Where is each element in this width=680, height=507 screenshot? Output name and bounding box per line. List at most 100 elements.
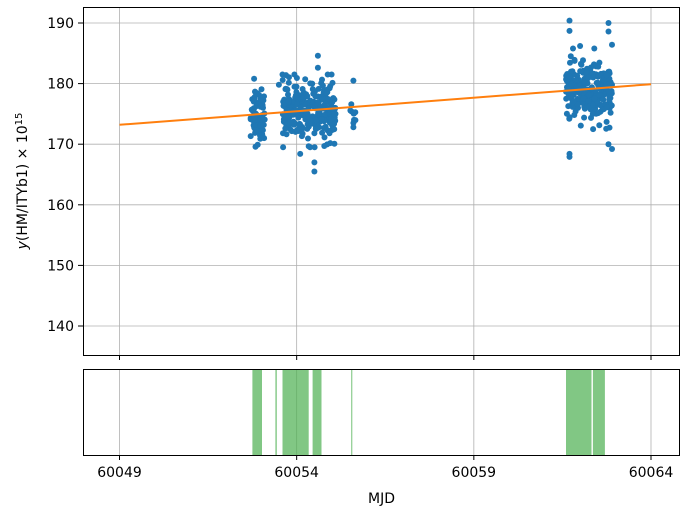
main-panel: 140 150 160 170 180 190 y(HM/ITYb1) × 1015 [14, 7, 680, 360]
data-point [305, 135, 311, 142]
data-point [571, 56, 578, 63]
data-point [305, 114, 311, 120]
data-point [319, 129, 326, 136]
coverage-span [566, 369, 592, 455]
coverage-span [592, 369, 605, 455]
data-point [311, 168, 318, 175]
data-point [566, 73, 573, 80]
data-point [588, 64, 595, 71]
coverage-span [312, 369, 322, 455]
data-point [585, 74, 592, 81]
data-point [331, 126, 338, 133]
data-point [581, 78, 588, 85]
data-point [609, 41, 615, 48]
data-point [609, 146, 615, 152]
data-point [605, 88, 612, 95]
y-tick-label: 170 [47, 137, 74, 153]
data-point [596, 91, 603, 98]
data-point [591, 45, 598, 52]
data-point [605, 141, 612, 148]
coverage-x-ticks: 60049 60054 60059 60064 [97, 455, 673, 481]
data-point [605, 28, 612, 35]
data-point [297, 150, 304, 157]
data-point [257, 103, 264, 110]
data-point [318, 116, 325, 123]
data-point [314, 52, 321, 59]
coverage-panel: 60049 60054 60059 60064 MJD [83, 369, 680, 507]
data-point [285, 79, 292, 86]
main-grid [83, 7, 680, 355]
data-point [590, 126, 597, 133]
data-point [570, 45, 576, 52]
main-x-ticks [119, 355, 652, 360]
data-point [321, 134, 328, 141]
y-tick-label: 180 [47, 77, 74, 93]
data-point [287, 119, 294, 126]
data-point [590, 101, 596, 108]
data-point [304, 125, 311, 132]
data-point [293, 83, 300, 90]
data-point [590, 74, 597, 81]
data-point [603, 104, 610, 111]
data-point [260, 121, 267, 128]
data-point [251, 75, 258, 82]
data-point [251, 96, 258, 103]
data-point [605, 20, 612, 26]
data-point [256, 91, 262, 98]
data-point [566, 115, 573, 122]
data-point [311, 144, 318, 151]
coverage-span [351, 369, 353, 455]
data-point [257, 116, 264, 123]
data-point [566, 17, 573, 24]
data-point [302, 76, 309, 83]
data-point [282, 125, 289, 132]
data-point [563, 110, 570, 117]
data-point [603, 125, 610, 132]
data-point [350, 120, 357, 126]
data-point [285, 98, 292, 105]
data-point [257, 96, 264, 103]
data-point [309, 86, 316, 93]
data-point [283, 131, 290, 138]
data-point [595, 110, 602, 117]
data-point [326, 130, 333, 137]
data-point [313, 117, 320, 124]
data-point [577, 68, 584, 75]
data-point [350, 124, 357, 131]
data-point [296, 120, 303, 127]
trend-line [119, 83, 652, 126]
data-point [567, 53, 574, 60]
data-point [282, 114, 289, 121]
data-point [608, 102, 615, 109]
data-point [283, 72, 289, 79]
data-point [328, 116, 334, 123]
y-tick-label: 150 [47, 258, 74, 274]
data-point [254, 141, 261, 148]
data-point [307, 144, 314, 151]
x-tick-label: 60049 [97, 465, 142, 481]
data-point [595, 63, 602, 70]
data-point [279, 77, 286, 83]
main-plot-frame [83, 7, 680, 356]
data-point [329, 79, 336, 86]
main-y-ticks: 140 150 160 170 180 190 [47, 16, 83, 335]
data-point [275, 81, 282, 88]
data-point [348, 101, 355, 108]
data-point [603, 72, 610, 79]
x-tick-label: 60054 [274, 465, 319, 481]
data-point [594, 79, 601, 86]
data-point [292, 94, 299, 101]
data-point [591, 95, 598, 102]
data-point [330, 95, 337, 102]
coverage-span [275, 369, 277, 455]
data-point [331, 111, 338, 118]
data-point [259, 132, 266, 139]
data-point [570, 98, 577, 105]
data-point [251, 114, 258, 121]
data-point [321, 111, 328, 118]
data-point [252, 127, 259, 133]
x-tick-label: 60064 [629, 465, 674, 481]
data-point [325, 96, 331, 102]
data-point [295, 114, 302, 121]
